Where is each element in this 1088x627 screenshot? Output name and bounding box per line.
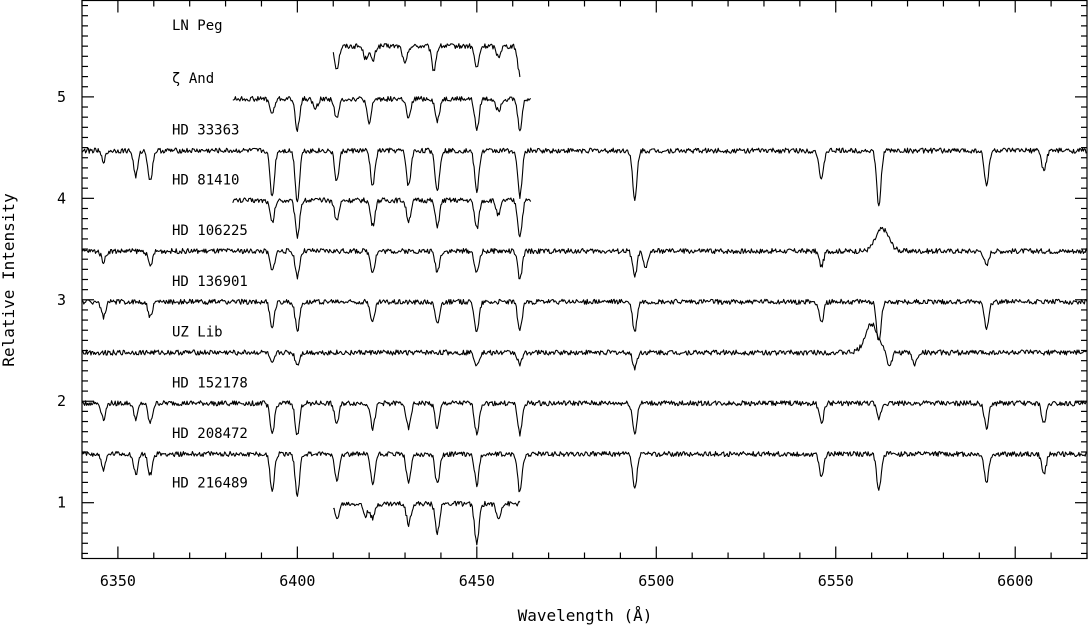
spectrum-line: [81, 226, 1088, 280]
axis-tick-labels: 6350 6400 6450 6500 6550 6600 1 2 3 4 5: [57, 88, 1033, 590]
x-tick-label: 6400: [279, 572, 315, 590]
spectrum-line: [232, 197, 532, 239]
series-label: ζ And: [172, 71, 214, 87]
x-tick-label: 6350: [100, 572, 136, 590]
series-label: HD 106225: [172, 223, 248, 239]
spectrum-line: [81, 322, 1088, 371]
spectra-series: [81, 43, 1088, 546]
series-label: HD 136901: [172, 274, 248, 290]
spectrum-line: [81, 298, 1088, 341]
spectrum-line: [81, 400, 1088, 437]
spectrum-line: [232, 95, 532, 132]
y-tick-label: 4: [57, 189, 66, 207]
series-label: HD 81410: [172, 172, 239, 188]
x-tick-label: 6600: [997, 572, 1033, 590]
series-label: HD 152178: [172, 375, 248, 391]
spectrum-line: [81, 147, 1088, 207]
x-axis-title: Wavelength (Å): [518, 606, 653, 625]
series-label: LN Peg: [172, 18, 223, 34]
spectrum-line: [332, 43, 521, 78]
series-label: HD 216489: [172, 476, 248, 492]
x-tick-label: 6500: [638, 572, 674, 590]
y-tick-label: 5: [57, 88, 66, 106]
series-label: HD 33363: [172, 123, 239, 139]
x-tick-label: 6550: [818, 572, 854, 590]
spectrum-line: [332, 500, 521, 546]
y-tick-label: 3: [57, 291, 66, 309]
series-labels: LN Peg ζ And HD 33363 HD 81410 HD 106225 HD 1…: [172, 18, 248, 492]
axis-ticks: [81, 0, 1088, 559]
y-tick-label: 1: [57, 494, 66, 512]
x-tick-label: 6450: [459, 572, 495, 590]
y-axis-title: Relative Intensity: [0, 193, 18, 367]
spectrum-line: [81, 450, 1088, 497]
series-label: HD 208472: [172, 426, 248, 442]
series-label: UZ Lib: [172, 325, 223, 341]
y-tick-label: 2: [57, 392, 66, 410]
